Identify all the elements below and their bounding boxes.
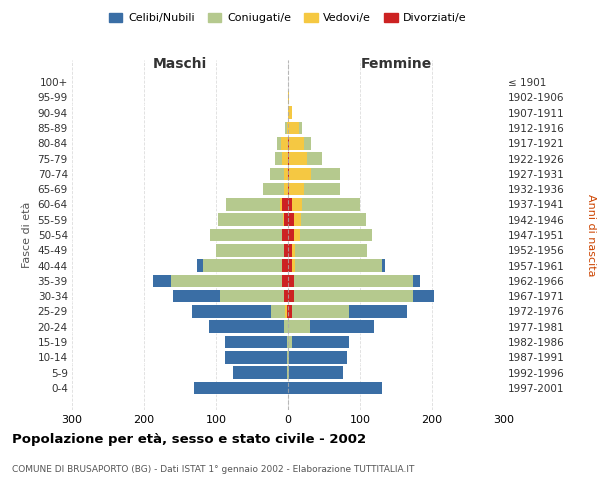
- Bar: [287, 366, 288, 379]
- Bar: [288, 244, 292, 256]
- Bar: [287, 336, 288, 348]
- Bar: [288, 382, 382, 394]
- Bar: [288, 183, 289, 196]
- Bar: [271, 305, 285, 318]
- Bar: [288, 305, 292, 318]
- Bar: [282, 274, 288, 287]
- Bar: [281, 137, 288, 149]
- Bar: [226, 198, 280, 210]
- Bar: [263, 183, 284, 196]
- Bar: [292, 198, 302, 210]
- Bar: [349, 305, 407, 318]
- Bar: [289, 152, 307, 165]
- Bar: [287, 305, 288, 318]
- Bar: [284, 214, 288, 226]
- Bar: [288, 198, 292, 210]
- Bar: [288, 366, 289, 379]
- Bar: [299, 122, 302, 134]
- Bar: [288, 214, 294, 226]
- Bar: [289, 168, 311, 180]
- Bar: [288, 260, 292, 272]
- Bar: [220, 290, 284, 302]
- Bar: [285, 305, 287, 318]
- Bar: [277, 137, 281, 149]
- Bar: [288, 336, 292, 348]
- Bar: [382, 260, 385, 272]
- Bar: [302, 198, 360, 210]
- Bar: [289, 183, 304, 196]
- Bar: [284, 183, 288, 196]
- Bar: [284, 290, 288, 302]
- Bar: [282, 260, 288, 272]
- Bar: [209, 320, 284, 333]
- Bar: [295, 244, 367, 256]
- Bar: [299, 228, 371, 241]
- Bar: [287, 122, 288, 134]
- Bar: [226, 336, 287, 348]
- Bar: [294, 228, 299, 241]
- Bar: [203, 260, 282, 272]
- Bar: [288, 290, 294, 302]
- Bar: [288, 274, 294, 287]
- Bar: [288, 168, 289, 180]
- Bar: [289, 366, 343, 379]
- Bar: [280, 198, 282, 210]
- Bar: [288, 106, 292, 119]
- Text: COMUNE DI BRUSAPORTO (BG) - Dati ISTAT 1° gennaio 2002 - Elaborazione TUTTITALIA: COMUNE DI BRUSAPORTO (BG) - Dati ISTAT 1…: [12, 466, 415, 474]
- Bar: [289, 137, 304, 149]
- Bar: [413, 274, 420, 287]
- Bar: [194, 382, 288, 394]
- Bar: [285, 122, 287, 134]
- Bar: [226, 351, 287, 364]
- Bar: [210, 228, 282, 241]
- Bar: [284, 168, 288, 180]
- Bar: [287, 351, 288, 364]
- Bar: [292, 305, 349, 318]
- Text: Anni di nascita: Anni di nascita: [586, 194, 596, 276]
- Bar: [289, 351, 347, 364]
- Bar: [294, 214, 301, 226]
- Bar: [288, 320, 310, 333]
- Bar: [295, 260, 382, 272]
- Bar: [283, 214, 284, 226]
- Bar: [275, 152, 282, 165]
- Bar: [288, 91, 289, 104]
- Bar: [270, 168, 284, 180]
- Bar: [282, 198, 288, 210]
- Bar: [310, 320, 374, 333]
- Legend: Celibi/Nubili, Coniugati/e, Vedovi/e, Divorziati/e: Celibi/Nubili, Coniugati/e, Vedovi/e, Di…: [105, 8, 471, 28]
- Bar: [288, 228, 294, 241]
- Bar: [216, 244, 284, 256]
- Bar: [170, 274, 282, 287]
- Text: Femmine: Femmine: [361, 58, 431, 71]
- Bar: [288, 137, 289, 149]
- Bar: [288, 122, 299, 134]
- Bar: [152, 274, 170, 287]
- Bar: [284, 320, 288, 333]
- Bar: [292, 244, 295, 256]
- Bar: [304, 183, 340, 196]
- Bar: [282, 228, 288, 241]
- Text: Maschi: Maschi: [153, 58, 207, 71]
- Bar: [311, 168, 340, 180]
- Bar: [218, 214, 283, 226]
- Bar: [307, 152, 322, 165]
- Bar: [304, 137, 311, 149]
- Bar: [284, 244, 288, 256]
- Y-axis label: Fasce di età: Fasce di età: [22, 202, 32, 268]
- Bar: [294, 290, 413, 302]
- Bar: [294, 274, 413, 287]
- Bar: [233, 366, 287, 379]
- Text: Popolazione per età, sesso e stato civile - 2002: Popolazione per età, sesso e stato civil…: [12, 432, 366, 446]
- Bar: [191, 305, 271, 318]
- Bar: [197, 260, 203, 272]
- Bar: [292, 260, 295, 272]
- Bar: [173, 290, 220, 302]
- Bar: [292, 336, 349, 348]
- Bar: [288, 351, 289, 364]
- Bar: [288, 152, 289, 165]
- Bar: [301, 214, 366, 226]
- Bar: [413, 290, 434, 302]
- Bar: [282, 152, 288, 165]
